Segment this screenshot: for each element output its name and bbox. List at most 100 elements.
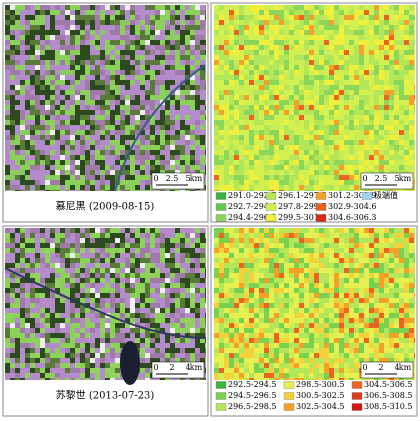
image-texture (409, 258, 414, 263)
image-texture (5, 190, 10, 191)
image-texture (115, 45, 120, 50)
image-texture (319, 248, 324, 253)
image-texture (20, 190, 25, 191)
image-texture (70, 373, 75, 378)
image-texture (409, 283, 414, 288)
image-texture (304, 85, 309, 90)
image-texture (130, 125, 135, 130)
image-texture (279, 303, 284, 308)
image-texture (309, 100, 314, 105)
image-texture (140, 378, 145, 380)
image-texture (175, 75, 180, 80)
image-texture (165, 313, 170, 318)
image-texture (394, 155, 399, 160)
image-texture (289, 293, 294, 298)
image-texture (349, 60, 354, 65)
image-texture (239, 95, 244, 100)
image-texture (309, 110, 314, 115)
image-texture (55, 140, 60, 145)
image-texture (359, 258, 364, 263)
image-texture (115, 95, 120, 100)
image-texture (374, 263, 379, 268)
image-texture (304, 263, 309, 268)
image-texture (30, 233, 35, 238)
image-texture (374, 145, 379, 150)
image-texture (404, 30, 409, 35)
image-texture (364, 100, 369, 105)
image-texture (329, 308, 334, 313)
image-texture (294, 10, 299, 15)
image-texture (140, 313, 145, 318)
image-texture (389, 45, 394, 50)
image-texture (155, 165, 160, 170)
image-texture (75, 243, 80, 248)
image-texture (200, 100, 205, 105)
image-texture (125, 135, 130, 140)
image-texture (155, 85, 160, 90)
image-texture (354, 125, 359, 130)
image-texture (125, 70, 130, 75)
image-texture (329, 135, 334, 140)
image-texture (294, 283, 299, 288)
image-texture (219, 125, 224, 130)
image-texture (115, 145, 120, 150)
image-texture (374, 105, 379, 110)
image-texture (55, 135, 60, 140)
image-texture (264, 30, 269, 35)
image-texture (294, 288, 299, 293)
image-texture (364, 145, 369, 150)
image-texture (45, 263, 50, 268)
image-texture (165, 100, 170, 105)
image-texture (224, 190, 229, 191)
image-texture (70, 303, 75, 308)
image-texture (229, 5, 234, 10)
image-texture (414, 130, 415, 135)
image-texture (70, 185, 75, 190)
image-texture (414, 190, 415, 191)
image-texture (239, 90, 244, 95)
image-texture (344, 268, 349, 273)
image-texture (25, 65, 30, 70)
image-texture (404, 5, 409, 10)
image-texture (180, 273, 185, 278)
image-texture (15, 258, 20, 263)
image-texture (55, 343, 60, 348)
image-texture (60, 85, 65, 90)
image-texture (224, 95, 229, 100)
image-texture (279, 170, 284, 175)
image-texture (254, 75, 259, 80)
image-texture (40, 125, 45, 130)
image-texture (259, 293, 264, 298)
image-texture (274, 303, 279, 308)
image-texture (120, 105, 125, 110)
image-texture (20, 70, 25, 75)
image-texture (110, 348, 115, 353)
image-texture (369, 125, 374, 130)
image-texture (185, 5, 190, 10)
image-texture (10, 20, 15, 25)
image-texture (224, 100, 229, 105)
image-texture (304, 298, 309, 303)
image-texture (254, 45, 259, 50)
image-texture (20, 110, 25, 115)
image-texture (384, 328, 389, 333)
image-texture (294, 273, 299, 278)
image-texture (354, 233, 359, 238)
image-texture (339, 145, 344, 150)
image-texture (75, 70, 80, 75)
image-texture (35, 5, 40, 10)
image-texture (115, 35, 120, 40)
image-texture (80, 328, 85, 333)
image-texture (234, 323, 239, 328)
image-texture (234, 160, 239, 165)
image-texture (130, 5, 135, 10)
image-texture (45, 338, 50, 343)
image-texture (85, 298, 90, 303)
image-texture (244, 318, 249, 323)
image-texture (145, 55, 150, 60)
image-texture (100, 170, 105, 175)
image-texture (299, 190, 304, 191)
image-texture (299, 228, 304, 233)
image-texture (140, 15, 145, 20)
image-texture (414, 15, 415, 20)
